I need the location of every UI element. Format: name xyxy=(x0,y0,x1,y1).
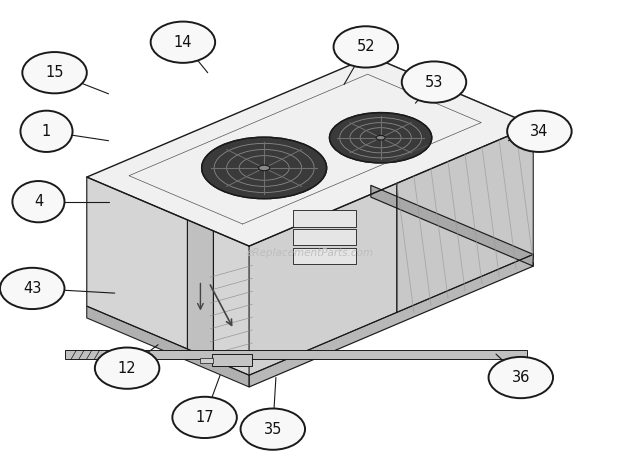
Text: 53: 53 xyxy=(425,75,443,90)
Ellipse shape xyxy=(329,113,432,163)
Ellipse shape xyxy=(507,111,572,152)
Text: 34: 34 xyxy=(530,124,549,139)
Ellipse shape xyxy=(172,397,237,438)
Polygon shape xyxy=(213,231,249,375)
Bar xyxy=(212,354,252,366)
Ellipse shape xyxy=(95,348,159,389)
Polygon shape xyxy=(371,56,533,254)
Text: 15: 15 xyxy=(45,65,64,80)
Bar xyxy=(293,229,356,245)
Ellipse shape xyxy=(259,165,270,171)
Polygon shape xyxy=(249,254,533,387)
Ellipse shape xyxy=(202,137,327,199)
Text: 1: 1 xyxy=(42,124,51,139)
Ellipse shape xyxy=(376,136,385,140)
Polygon shape xyxy=(187,220,213,360)
Bar xyxy=(293,248,356,264)
Text: 52: 52 xyxy=(356,39,375,54)
Text: eReplacementParts.com: eReplacementParts.com xyxy=(246,248,374,258)
Text: 43: 43 xyxy=(23,281,42,296)
Text: 4: 4 xyxy=(34,194,43,209)
Bar xyxy=(293,210,356,227)
Text: 36: 36 xyxy=(512,370,530,385)
Bar xyxy=(200,358,213,363)
Polygon shape xyxy=(87,177,249,375)
Ellipse shape xyxy=(22,52,87,93)
Polygon shape xyxy=(249,183,397,375)
Ellipse shape xyxy=(241,408,305,450)
Text: 12: 12 xyxy=(118,361,136,376)
Ellipse shape xyxy=(20,111,73,152)
Polygon shape xyxy=(371,185,533,266)
Text: 17: 17 xyxy=(195,410,214,425)
Polygon shape xyxy=(87,177,187,349)
Bar xyxy=(65,350,527,359)
Ellipse shape xyxy=(402,61,466,103)
Ellipse shape xyxy=(334,26,398,68)
Ellipse shape xyxy=(0,268,64,309)
Polygon shape xyxy=(397,125,533,312)
Text: 35: 35 xyxy=(264,422,282,437)
Polygon shape xyxy=(249,125,533,375)
Ellipse shape xyxy=(151,22,215,63)
Text: 14: 14 xyxy=(174,35,192,50)
Polygon shape xyxy=(87,56,533,246)
Ellipse shape xyxy=(489,357,553,398)
Polygon shape xyxy=(87,306,249,387)
Ellipse shape xyxy=(12,181,64,222)
